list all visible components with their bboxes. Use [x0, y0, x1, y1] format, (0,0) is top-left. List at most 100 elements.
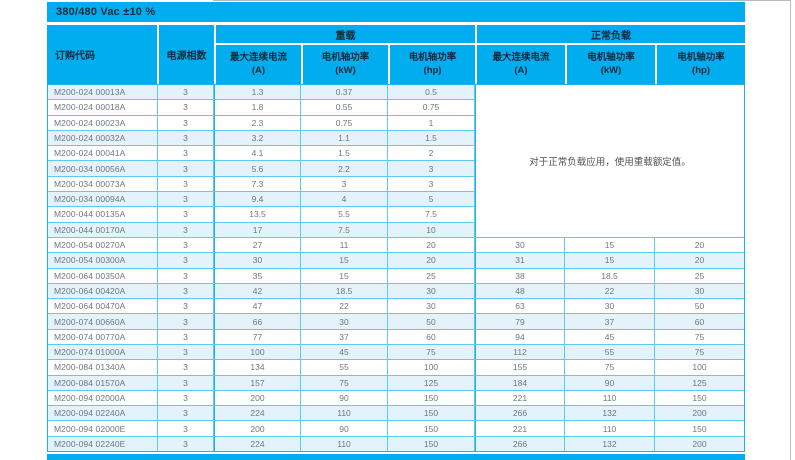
value-cell: 30 — [565, 299, 654, 314]
value-cell: 4 — [301, 192, 387, 207]
value-cell: 184 — [475, 375, 564, 390]
voltage-title: 380/480 Vac ±10 % — [56, 6, 156, 18]
order-code-header-cell: 订购代码 — [47, 25, 157, 84]
order-code-cell: M200-084 01340A — [48, 360, 157, 375]
value-cell: 50 — [655, 299, 744, 314]
value-cell: 15 — [301, 268, 387, 283]
value-cell: 2.3 — [214, 115, 300, 130]
value-cell: 30 — [475, 237, 564, 253]
value-cell: 25 — [655, 268, 744, 283]
value-cell: 48 — [475, 283, 564, 299]
value-cell: 7.5 — [301, 222, 387, 237]
header-line: 电机轴功率 — [677, 52, 725, 64]
order-code-cell: M200-024 00023A — [48, 115, 157, 130]
value-cell: 15 — [565, 237, 654, 253]
header-line: 电机轴功率 — [587, 52, 635, 64]
value-cell: 224 — [214, 406, 300, 421]
phases-header-cell: 电源相数 — [159, 25, 214, 84]
order-code-cell: M200-094 02000A — [48, 390, 157, 406]
value-cell: 55 — [301, 360, 387, 375]
value-cell: 5.5 — [301, 207, 387, 222]
value-cell: 132 — [565, 436, 654, 451]
value-cell: 30 — [301, 314, 387, 329]
value-cell: 3 — [158, 436, 213, 451]
spec-table-header: 订购代码 电源相数 重载 正常负载 最大连续电流 (A) 电机轴功率 (kW) … — [47, 25, 745, 84]
value-cell: 0.75 — [388, 100, 474, 115]
value-cell: 3 — [158, 406, 213, 421]
value-cell: 132 — [565, 406, 654, 421]
order-code-cell: M200-094 02240A — [48, 406, 157, 421]
value-cell: 3 — [158, 222, 213, 237]
heavy-duty-group-cell: 重载 — [216, 25, 475, 43]
value-cell: 5 — [388, 192, 474, 207]
value-cell: 3.2 — [214, 130, 300, 146]
value-cell: 75 — [655, 344, 744, 360]
next-section-band — [47, 454, 745, 460]
value-cell: 3 — [158, 207, 213, 222]
value-cell: 27 — [214, 237, 300, 253]
value-cell: 125 — [655, 375, 744, 390]
order-code-cell: M200-074 01000A — [48, 344, 157, 360]
value-cell: 110 — [565, 421, 654, 436]
value-cell: 3 — [158, 85, 213, 100]
value-cell: 42 — [214, 283, 300, 299]
value-cell: 0.5 — [388, 85, 474, 100]
value-cell: 75 — [655, 329, 744, 344]
value-cell: 25 — [388, 268, 474, 283]
normal-duty-group-cell: 正常负载 — [477, 25, 745, 43]
header-unit: (kW) — [600, 64, 622, 76]
value-cell: 3 — [158, 253, 213, 268]
value-cell: 3 — [301, 176, 387, 192]
nd-power-hp-header-cell: 电机轴功率 (hp) — [657, 45, 745, 84]
value-cell: 45 — [565, 329, 654, 344]
value-cell: 200 — [655, 436, 744, 451]
order-code-cell: M200-064 00470A — [48, 299, 157, 314]
value-cell: 18.5 — [565, 268, 654, 283]
value-cell: 1.3 — [214, 85, 300, 100]
order-code-cell: M200-024 00018A — [48, 100, 157, 115]
value-cell: 0.37 — [301, 85, 387, 100]
value-cell: 60 — [388, 329, 474, 344]
value-cell: 50 — [388, 314, 474, 329]
value-cell: 150 — [388, 421, 474, 436]
value-cell: 35 — [214, 268, 300, 283]
value-cell: 200 — [214, 390, 300, 406]
value-cell: 11 — [301, 237, 387, 253]
value-cell: 90 — [565, 375, 654, 390]
value-cell: 31 — [475, 253, 564, 268]
value-cell: 20 — [388, 253, 474, 268]
header-line: 最大连续电流 — [229, 52, 287, 64]
header-unit: (A) — [251, 64, 266, 76]
value-cell: 3 — [158, 100, 213, 115]
voltage-title-band: 380/480 Vac ±10 % — [47, 2, 745, 22]
value-cell: 3 — [158, 192, 213, 207]
value-cell: 2.2 — [301, 161, 387, 176]
order-code-cell: M200-084 01570A — [48, 375, 157, 390]
header-unit: (kW) — [335, 64, 356, 76]
value-cell: 9.4 — [214, 192, 300, 207]
value-cell: 90 — [301, 390, 387, 406]
value-cell: 150 — [388, 390, 474, 406]
table-body: 对于正常负载应用，使用重载额定值。 M200-024 00013A 3 1.3 0.3… — [47, 84, 745, 452]
value-cell: 110 — [301, 436, 387, 451]
value-cell: 112 — [475, 344, 564, 360]
value-cell: 1.5 — [388, 130, 474, 146]
value-cell: 18.5 — [301, 283, 387, 299]
value-cell: 20 — [655, 237, 744, 253]
value-cell: 3 — [388, 161, 474, 176]
order-code-cell: M200-034 00094A — [48, 192, 157, 207]
value-cell: 150 — [388, 406, 474, 421]
value-cell: 90 — [301, 421, 387, 436]
value-cell: 0.55 — [301, 100, 387, 115]
order-code-cell: M200-054 00270A — [48, 237, 157, 253]
order-code-cell: M200-054 00300A — [48, 253, 157, 268]
value-cell: 100 — [388, 360, 474, 375]
order-code-cell: M200-034 00073A — [48, 176, 157, 192]
value-cell: 37 — [301, 329, 387, 344]
value-cell: 3 — [158, 176, 213, 192]
value-cell: 5.6 — [214, 161, 300, 176]
value-cell: 3 — [158, 299, 213, 314]
value-cell: 47 — [214, 299, 300, 314]
order-code-cell: M200-034 00056A — [48, 161, 157, 176]
value-cell: 3 — [158, 314, 213, 329]
